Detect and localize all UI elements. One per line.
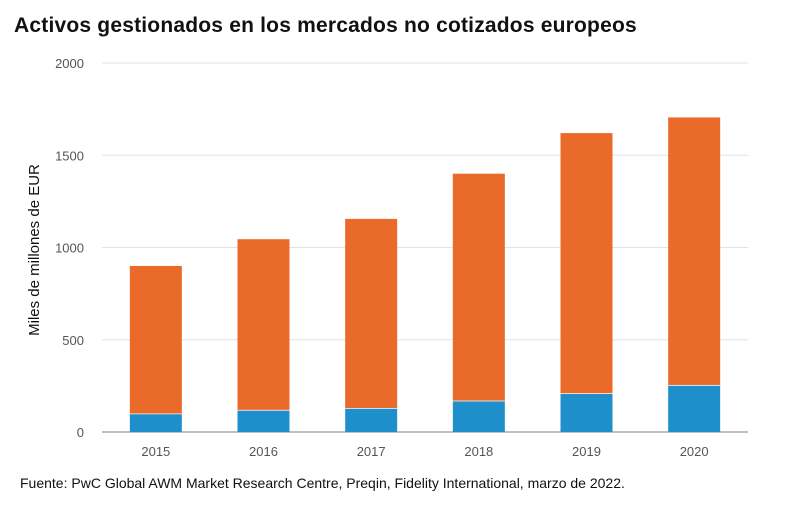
x-tick-label: 2017	[357, 444, 386, 459]
x-axis-ticks: 2015 2016 2017 2018 2019 2020	[141, 444, 708, 459]
bar-segment-2020-series-2	[668, 117, 721, 385]
bar-segment-2019-series-1	[560, 393, 613, 432]
x-tick-label: 2019	[572, 444, 601, 459]
x-tick-label: 2015	[141, 444, 170, 459]
bar-segment-2015-series-2	[129, 265, 182, 414]
x-tick-label: 2020	[680, 444, 709, 459]
bar-segment-2016-series-1	[237, 409, 290, 432]
y-tick-label: 0	[77, 425, 84, 440]
y-axis-label: Miles de millones de EUR	[26, 164, 43, 336]
y-tick-label: 500	[62, 333, 84, 348]
x-tick-label: 2018	[464, 444, 493, 459]
y-tick-label: 1000	[55, 241, 84, 256]
bar-segment-2020-series-1	[668, 384, 721, 432]
bar-segment-2017-series-1	[345, 408, 398, 432]
bar-segment-2015-series-1	[129, 413, 182, 432]
bar-segment-2019-series-2	[560, 133, 613, 394]
bar-segment-2017-series-2	[345, 218, 398, 409]
y-tick-label: 2000	[55, 56, 84, 71]
y-tick-label: 1500	[55, 148, 84, 163]
bars	[129, 117, 721, 432]
x-tick-label: 2016	[249, 444, 278, 459]
y-axis-ticks: 0 500 1000 1500 2000	[55, 56, 84, 440]
bar-segment-2018-series-2	[452, 173, 505, 401]
gridlines	[102, 62, 748, 433]
bar-segment-2018-series-1	[452, 400, 505, 432]
chart-title: Activos gestionados en los mercados no c…	[14, 14, 637, 37]
bar-segment-2016-series-2	[237, 239, 290, 410]
source-note: Fuente: PwC Global AWM Market Research C…	[20, 475, 625, 491]
